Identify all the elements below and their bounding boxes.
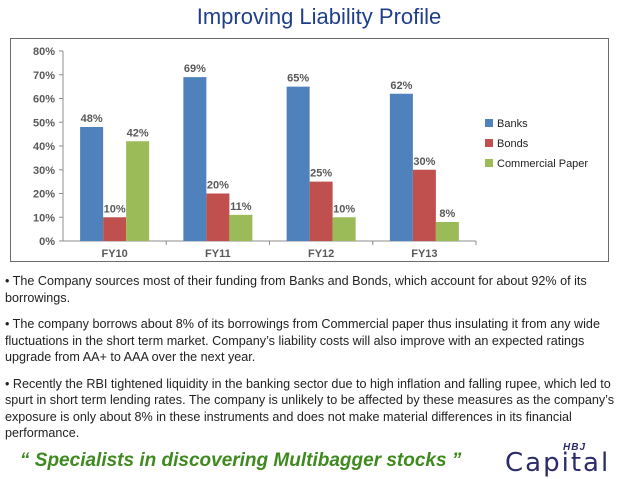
bar-commercial-paper xyxy=(435,222,459,241)
legend-swatch xyxy=(485,119,493,127)
y-tick-label: 40% xyxy=(33,141,55,153)
data-label: 8% xyxy=(439,208,455,220)
bullet-item-3: • Recently the RBI tightened liquidity i… xyxy=(5,376,615,441)
y-tick-label: 50% xyxy=(33,117,55,129)
x-tick-label: FY10 xyxy=(101,248,127,260)
data-label: 10% xyxy=(333,203,355,215)
chart-container: 0% 10% 20% 30% 40% 50% 60% 70% 80% 48% 10% 42% FY10 6… xyxy=(10,38,609,262)
data-label: 25% xyxy=(310,168,332,180)
bar-bonds xyxy=(206,193,230,241)
bar-banks xyxy=(286,86,310,241)
x-tick-label: FY13 xyxy=(411,248,437,260)
bullet-item-2: • The company borrows about 8% of its bo… xyxy=(5,317,600,364)
data-label: 20% xyxy=(207,180,229,192)
bar-commercial-paper xyxy=(229,214,253,241)
bullet-item-1: • The Company sources most of their fund… xyxy=(5,274,587,305)
bar-bonds xyxy=(309,181,333,241)
data-label: 69% xyxy=(184,63,206,75)
page-title: Improving Liability Profile xyxy=(196,4,442,29)
legend-swatch xyxy=(485,159,493,167)
bar-commercial-paper xyxy=(332,217,356,241)
data-label: 62% xyxy=(390,80,412,92)
y-tick-label: 60% xyxy=(33,94,55,106)
legend-label: Banks xyxy=(497,118,528,130)
bar-bonds xyxy=(103,217,127,241)
y-tick-label: 70% xyxy=(33,70,55,82)
bar-banks xyxy=(80,127,104,241)
bar-chart: 0% 10% 20% 30% 40% 50% 60% 70% 80% 48% 10% 42% FY10 6… xyxy=(33,46,588,260)
legend-label: Commercial Paper xyxy=(497,158,588,170)
bar-banks xyxy=(183,77,207,241)
hbj-capital-logo: HBJ Capital xyxy=(505,442,635,478)
x-tick-label: FY12 xyxy=(308,248,334,260)
y-tick-label: 0% xyxy=(39,236,55,248)
logo-capital-text: Capital xyxy=(505,448,611,478)
y-tick-label: 20% xyxy=(33,189,55,201)
data-label: 65% xyxy=(287,73,309,85)
tagline: “ Specialists in discovering Multibagger… xyxy=(20,450,462,471)
bullet-list: • The Company sources most of their fund… xyxy=(5,273,630,452)
data-label: 11% xyxy=(230,201,252,213)
y-tick-label: 10% xyxy=(33,212,55,224)
data-label: 48% xyxy=(81,113,103,125)
x-tick-label: FY11 xyxy=(205,248,231,260)
logo-hbj-text: HBJ xyxy=(563,442,587,453)
legend-swatch xyxy=(485,139,493,147)
bar-bonds xyxy=(412,169,436,241)
bar-banks xyxy=(389,93,413,241)
data-label: 10% xyxy=(104,203,126,215)
data-label: 30% xyxy=(413,156,435,168)
y-tick-label: 80% xyxy=(33,46,55,58)
y-tick-label: 30% xyxy=(33,165,55,177)
bar-commercial-paper xyxy=(126,141,150,241)
legend-label: Bonds xyxy=(497,138,529,150)
data-label: 42% xyxy=(127,127,149,139)
